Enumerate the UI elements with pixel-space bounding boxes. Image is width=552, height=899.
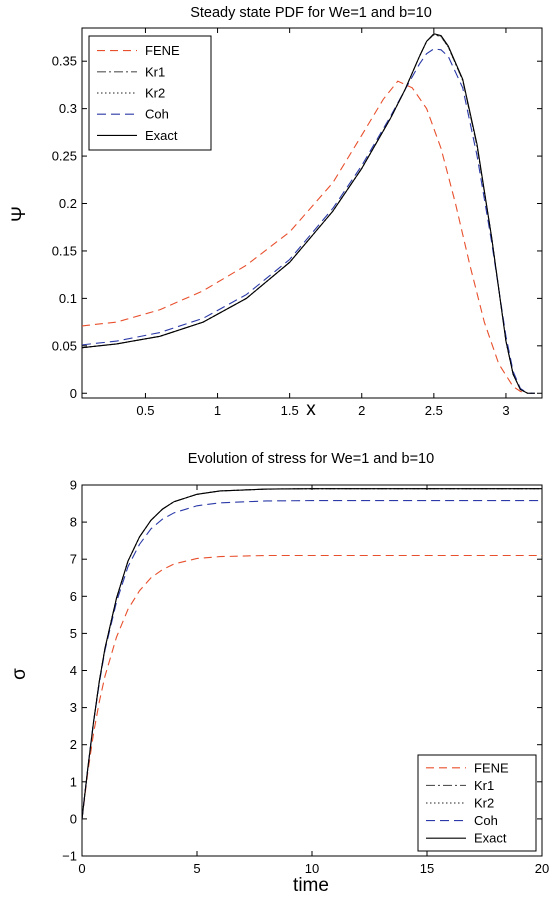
x-tick-label: 0: [78, 861, 85, 876]
y-tick-label: 0.15: [52, 243, 77, 258]
legend-label-kr1: Kr1: [145, 64, 165, 79]
y-tick-label: 6: [70, 589, 77, 604]
legend-label-kr1: Kr1: [474, 778, 494, 793]
pdf-chart-ylabel: Ψ: [9, 206, 30, 222]
x-tick-label: 10: [305, 861, 319, 876]
y-tick-label: −1: [62, 849, 77, 864]
y-tick-label: 0.05: [52, 338, 77, 353]
x-tick-label: 2: [358, 403, 365, 418]
y-tick-label: 0.3: [59, 101, 77, 116]
y-tick-label: 0: [70, 386, 77, 401]
legend-label-kr2: Kr2: [474, 796, 494, 811]
stress-chart-ylabel: σ: [9, 668, 30, 680]
legend-label-coh: Coh: [145, 107, 169, 122]
x-tick-label: 20: [535, 861, 549, 876]
pdf-chart: Steady state PDF for We=1 and b=10 Ψ x 0…: [9, 5, 543, 420]
x-tick-label: 1.5: [281, 403, 299, 418]
y-tick-label: 4: [70, 663, 77, 678]
y-tick-label: 7: [70, 552, 77, 567]
y-tick-label: 0: [70, 811, 77, 826]
legend-box: [417, 754, 537, 852]
y-tick-label: 8: [70, 515, 77, 530]
series-line-exact: [82, 488, 542, 819]
y-tick-label: 3: [70, 700, 77, 715]
stress-chart-xlabel: time: [293, 875, 329, 896]
x-tick-label: 1: [214, 403, 221, 418]
legend: FENE Kr1 Kr2 Coh Exact: [417, 754, 537, 852]
stress-chart: Evolution of stress for We=1 and b=10 σ …: [9, 451, 549, 896]
y-tick-label: 0.35: [52, 54, 77, 69]
y-tick-label: 0.2: [59, 196, 77, 211]
series-line-fene: [82, 80, 527, 394]
y-tick-label: 9: [70, 478, 77, 493]
x-tick-label: 15: [420, 861, 434, 876]
series-line-exact: [82, 33, 535, 394]
series-line-fene: [82, 554, 542, 819]
pdf-chart-xlabel: x: [306, 399, 316, 420]
series-line-coh: [82, 48, 535, 394]
x-tick-label: 3: [502, 403, 509, 418]
y-tick-label: 0.1: [59, 291, 77, 306]
legend-label-exact: Exact: [145, 128, 178, 143]
x-tick-label: 2.5: [425, 403, 443, 418]
x-tick-label: 0.5: [136, 403, 154, 418]
legend-label-exact: Exact: [474, 831, 507, 846]
y-tick-label: 0.25: [52, 149, 77, 164]
y-tick-label: 5: [70, 626, 77, 641]
legend-label-coh: Coh: [474, 813, 498, 828]
legend: FENE Kr1 Kr2 Coh Exact: [88, 35, 212, 151]
series-line-coh: [82, 500, 542, 819]
y-tick-label: 2: [70, 737, 77, 752]
x-tick-label: 5: [193, 861, 200, 876]
pdf-chart-title: Steady state PDF for We=1 and b=10: [190, 5, 432, 21]
y-tick-label: 1: [70, 774, 77, 789]
stress-chart-title: Evolution of stress for We=1 and b=10: [188, 451, 434, 467]
legend-label-kr2: Kr2: [145, 86, 165, 101]
pdf-plot-area: 0.5 1 1.5 2 2.5 3 0 0.05 0.1 0.15 0.2 0.25 0.3 0.35 FE…: [52, 27, 543, 418]
legend-label-fene: FENE: [145, 43, 180, 58]
legend-label-fene: FENE: [474, 760, 509, 775]
